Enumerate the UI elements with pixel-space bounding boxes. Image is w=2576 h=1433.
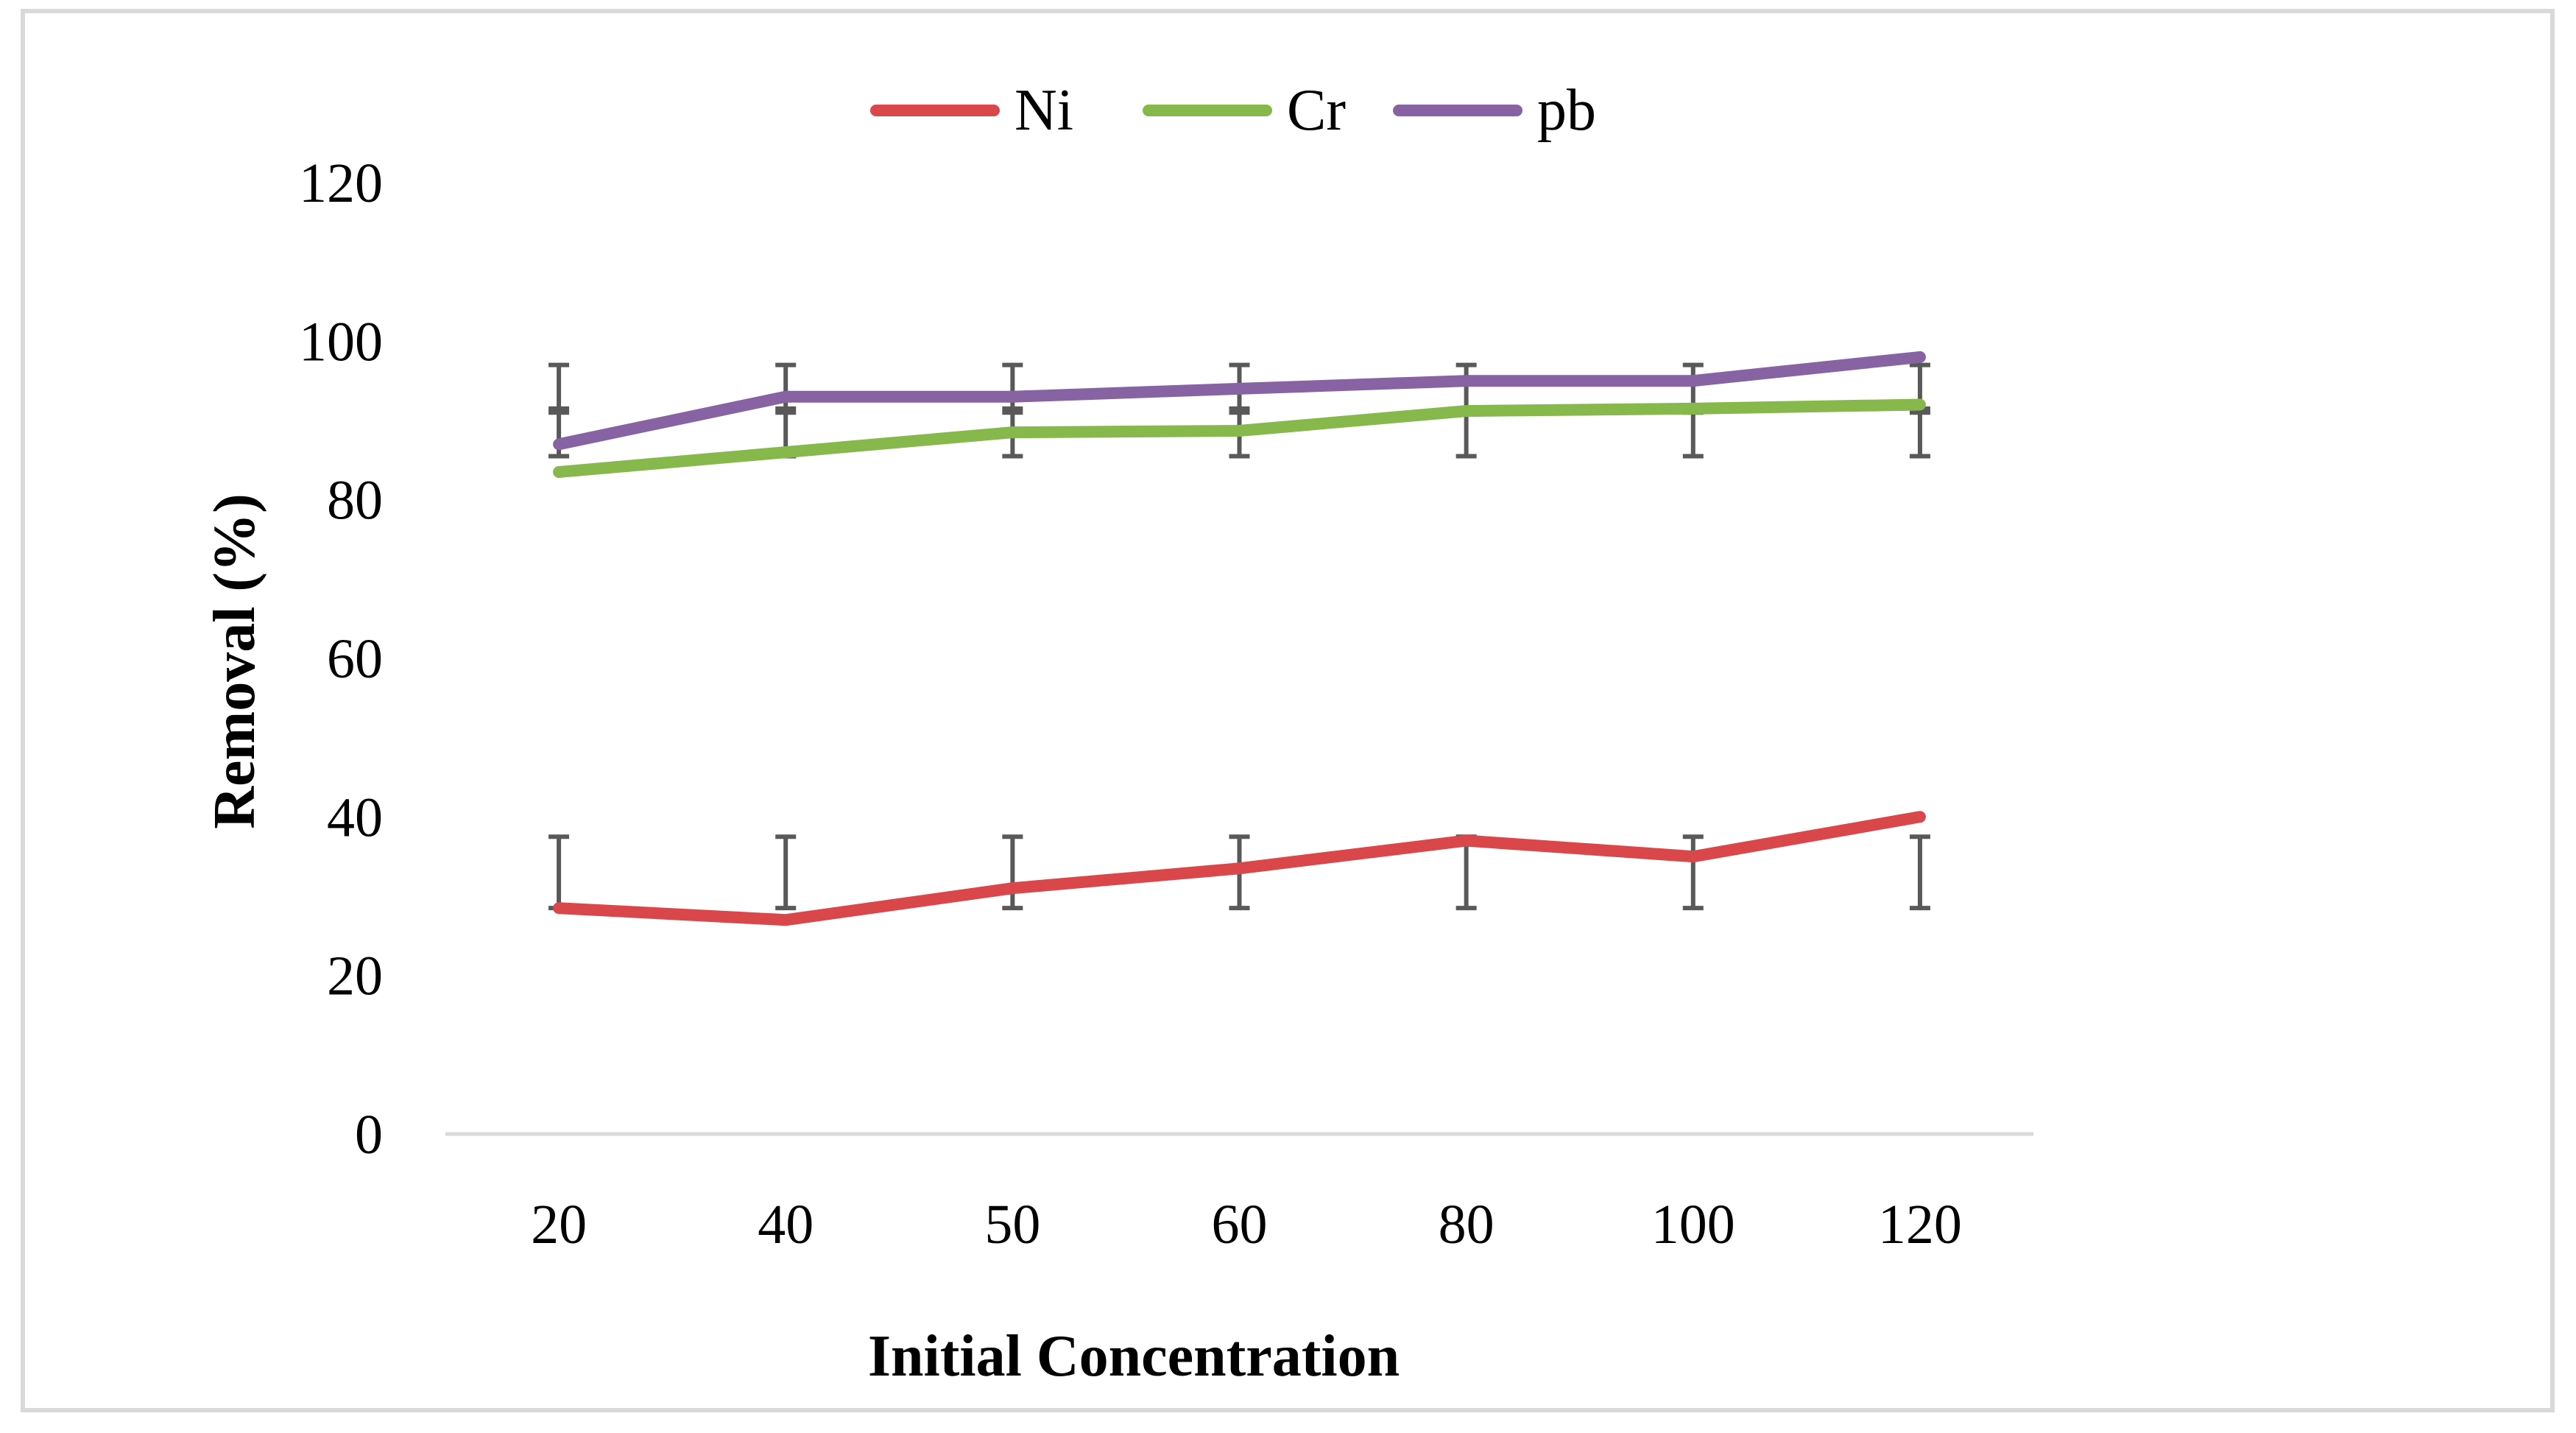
x-tick-label: 50 (984, 1194, 1040, 1256)
error-bar-cr (1682, 406, 1704, 459)
x-tick-label: 120 (1878, 1194, 1962, 1256)
y-tick-label: 100 (299, 311, 383, 373)
x-axis-title: Initial Concentration (868, 1324, 1400, 1389)
error-bar-ni (1909, 834, 1930, 911)
error-bar-pb (548, 362, 570, 415)
error-bar-pb (775, 362, 797, 415)
legend-label: Cr (1287, 78, 1346, 143)
legend-label: Ni (1014, 78, 1073, 143)
x-tick-label: 20 (531, 1194, 587, 1256)
error-bar-ni (548, 834, 570, 911)
legend-item-cr: Cr (1143, 78, 1346, 143)
y-tick-label: 20 (327, 946, 383, 1007)
error-bar-pb (1002, 362, 1023, 415)
y-axis-ticks: 0 20 40 60 80 100 120 (299, 152, 383, 1166)
y-tick-label: 40 (327, 786, 383, 848)
x-tick-label: 100 (1651, 1194, 1735, 1256)
x-tick-label: 60 (1212, 1194, 1268, 1256)
y-tick-label: 80 (327, 470, 383, 532)
chart-frame (21, 9, 2555, 1412)
legend-label: pb (1537, 78, 1596, 143)
error-bars (548, 362, 1930, 911)
x-axis-ticks: 20 40 50 60 80 100 120 (531, 1194, 1962, 1256)
legend-item-pb: pb (1393, 78, 1596, 143)
series-line-cr (553, 398, 1926, 478)
legend: Ni Cr pb (870, 78, 1596, 143)
legend-item-ni: Ni (870, 78, 1073, 143)
y-axis-title: Removal (%) (202, 493, 267, 828)
x-tick-label: 40 (758, 1194, 814, 1256)
series-line-pb (553, 351, 1926, 451)
error-bar-ni (1002, 834, 1023, 911)
y-axis-title-group: Removal (%) (202, 493, 267, 828)
series-lines (553, 351, 1926, 926)
series-line-ni (553, 811, 1926, 926)
y-tick-label: 120 (299, 152, 383, 214)
y-tick-label: 0 (355, 1104, 383, 1166)
error-bar-cr (1909, 406, 1930, 459)
error-bar-ni (775, 834, 797, 911)
x-tick-label: 80 (1439, 1194, 1495, 1256)
error-bar-ni (1682, 834, 1704, 911)
y-tick-label: 60 (327, 628, 383, 690)
